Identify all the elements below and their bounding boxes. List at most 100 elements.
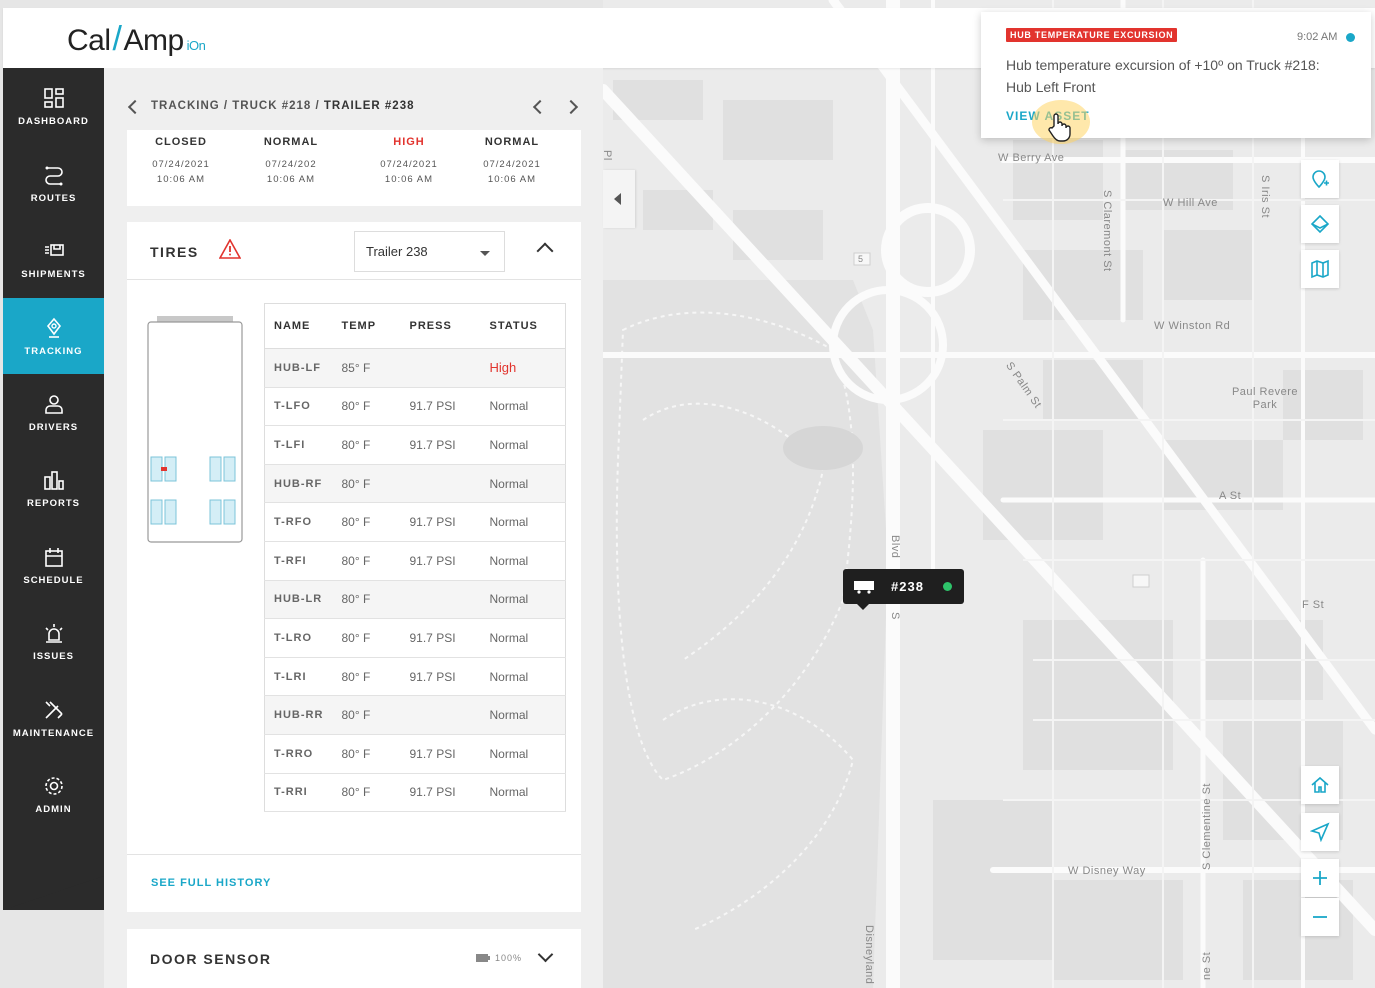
locate-button[interactable] <box>1301 813 1339 851</box>
street-label-s: S <box>889 612 901 620</box>
table-row[interactable]: T-LFO 80° F 91.7 PSI Normal <box>264 387 566 427</box>
table-row[interactable]: T-LRI 80° F 91.7 PSI Normal <box>264 657 566 697</box>
reports-bars-icon <box>42 468 66 492</box>
tire-temp: 80° F <box>332 773 401 813</box>
divider <box>127 854 581 855</box>
plus-icon <box>1313 871 1327 885</box>
tire-press: 91.7 PSI <box>400 502 481 542</box>
battery-icon <box>476 954 490 962</box>
tire-status: Normal <box>480 541 566 581</box>
sidebar-item-schedule[interactable]: SCHEDULE <box>3 527 104 603</box>
tire-temp: 80° F <box>332 502 401 542</box>
chevron-down-icon[interactable] <box>537 946 554 963</box>
table-row[interactable]: HUB-RR 80° F Normal <box>264 695 566 735</box>
street-label-a: A St <box>1219 490 1242 502</box>
door-sensor-card[interactable]: DOOR SENSOR 100% <box>127 929 581 988</box>
sidebar-item-label: SCHEDULE <box>23 574 84 586</box>
table-row[interactable]: T-RRI 80° F 91.7 PSI Normal <box>264 773 566 813</box>
add-location-button[interactable] <box>1301 160 1339 198</box>
tire-name: T-LRI <box>264 657 333 697</box>
logo-text-cal: Cal <box>67 24 111 57</box>
table-row[interactable]: HUB-LF 85° F High <box>264 348 566 388</box>
zoom-out-button[interactable] <box>1301 898 1339 936</box>
tire-temp: 80° F <box>332 618 401 658</box>
chevron-up-icon[interactable] <box>536 242 554 260</box>
trailer-select-dropdown[interactable]: Trailer 238 <box>354 231 505 272</box>
trailer-select-value: Trailer 238 <box>366 244 428 259</box>
unread-dot <box>1346 33 1355 42</box>
grid-icon <box>42 86 66 110</box>
map-type-button[interactable] <box>1301 250 1339 288</box>
tire-status: Normal <box>480 618 566 658</box>
sidebar-item-shipments[interactable]: SHIPMENTS <box>3 221 104 297</box>
sidebar-item-label: ISSUES <box>33 650 74 662</box>
tire-press: 91.7 PSI <box>400 618 481 658</box>
sidebar-item-routes[interactable]: ROUTES <box>3 145 104 221</box>
sidebar-item-tracking[interactable]: TRACKING <box>3 298 104 374</box>
sidebar-item-label: MAINTENANCE <box>12 727 95 739</box>
status-date: 07/24/202 <box>265 159 317 170</box>
layers-button[interactable] <box>1301 205 1339 243</box>
alert-notification-card: HUB TEMPERATURE EXCURSION 9:02 AM Hub te… <box>981 12 1371 138</box>
map-canvas <box>603 0 1375 988</box>
street-label-claremont: S Claremont St <box>1101 190 1113 272</box>
driver-person-icon <box>42 392 66 416</box>
tire-name: T-LRO <box>264 618 333 658</box>
status-date: 07/24/2021 <box>380 159 438 170</box>
calamp-logo: Cal / Amp iOn <box>67 20 206 59</box>
table-row[interactable]: T-RRO 80° F 91.7 PSI Normal <box>264 734 566 774</box>
asset-marker[interactable]: #238 <box>843 569 964 610</box>
tire-temp: 80° F <box>332 580 401 620</box>
sidebar-item-maintenance[interactable]: MAINTENANCE <box>3 680 104 756</box>
col-temp: TEMP <box>332 303 401 349</box>
asset-marker-label: #238 <box>891 579 924 594</box>
table-row[interactable]: T-LFI 80° F 91.7 PSI Normal <box>264 425 566 465</box>
status-column-4: NORMAL 07/24/2021 10:06 AM <box>477 136 547 187</box>
status-date: 07/24/2021 <box>483 159 541 170</box>
table-row[interactable]: HUB-RF 80° F Normal <box>264 464 566 504</box>
status-time: 10:06 AM <box>266 174 316 185</box>
table-row[interactable]: HUB-LR 80° F Normal <box>264 580 566 620</box>
previous-chevron-icon[interactable] <box>532 99 548 115</box>
sidebar-item-label: TRACKING <box>24 345 83 357</box>
tire-temp: 80° F <box>332 734 401 774</box>
street-label-pl: Pl <box>603 150 613 161</box>
tracking-pin-icon <box>42 316 66 340</box>
street-label-f: F St <box>1302 599 1325 611</box>
caret-down-icon <box>480 251 490 256</box>
navigation-arrow-icon <box>1310 822 1330 842</box>
see-full-history-link[interactable]: SEE FULL HISTORY <box>151 877 272 889</box>
table-row[interactable]: T-LRO 80° F 91.7 PSI Normal <box>264 618 566 658</box>
sidebar-nav: DASHBOARD ROUTES SHIPMENTS TRACKING DRIV… <box>3 68 104 910</box>
sidebar-item-dashboard[interactable]: DASHBOARD <box>3 68 104 144</box>
sidebar-item-reports[interactable]: REPORTS <box>3 450 104 526</box>
home-button[interactable] <box>1301 766 1339 804</box>
tire-name: T-RRO <box>264 734 333 774</box>
zoom-in-button[interactable] <box>1301 859 1339 897</box>
table-row[interactable]: T-RFI 80° F 91.7 PSI Normal <box>264 541 566 581</box>
next-chevron-icon[interactable] <box>563 99 579 115</box>
sidebar-item-drivers[interactable]: DRIVERS <box>3 374 104 450</box>
asset-detail-panel: TRACKING / TRUCK #218 / TRAILER #238 CLO… <box>104 68 603 988</box>
street-label-ne-st: ne St <box>1201 951 1213 980</box>
tire-name: T-RRI <box>264 773 333 813</box>
status-date: 07/24/2021 <box>152 159 210 170</box>
back-chevron-icon[interactable] <box>127 99 143 115</box>
layers-icon <box>1310 214 1330 234</box>
tire-status: High <box>480 348 566 388</box>
collapse-panel-button[interactable] <box>603 170 635 228</box>
marker-pointer <box>857 604 869 610</box>
sidebar-item-issues[interactable]: ISSUES <box>3 603 104 679</box>
map-view[interactable]: W Berry Ave S Claremont St W Hill Ave S … <box>603 0 1375 988</box>
street-label-blvd: Blvd <box>889 535 901 559</box>
sidebar-item-admin[interactable]: ADMIN <box>3 756 104 832</box>
tire-name: T-RFO <box>264 502 333 542</box>
breadcrumb-trail[interactable]: TRACKING / TRUCK #218 / <box>151 100 324 112</box>
route-shield-label: 5 <box>858 254 864 264</box>
sidebar-item-label: REPORTS <box>27 497 80 509</box>
sidebar-item-label: DRIVERS <box>28 421 79 433</box>
tire-temp: 80° F <box>332 387 401 427</box>
table-row[interactable]: T-RFO 80° F 91.7 PSI Normal <box>264 502 566 542</box>
tire-temp: 80° F <box>332 695 401 735</box>
sidebar-item-label: ROUTES <box>30 192 77 204</box>
